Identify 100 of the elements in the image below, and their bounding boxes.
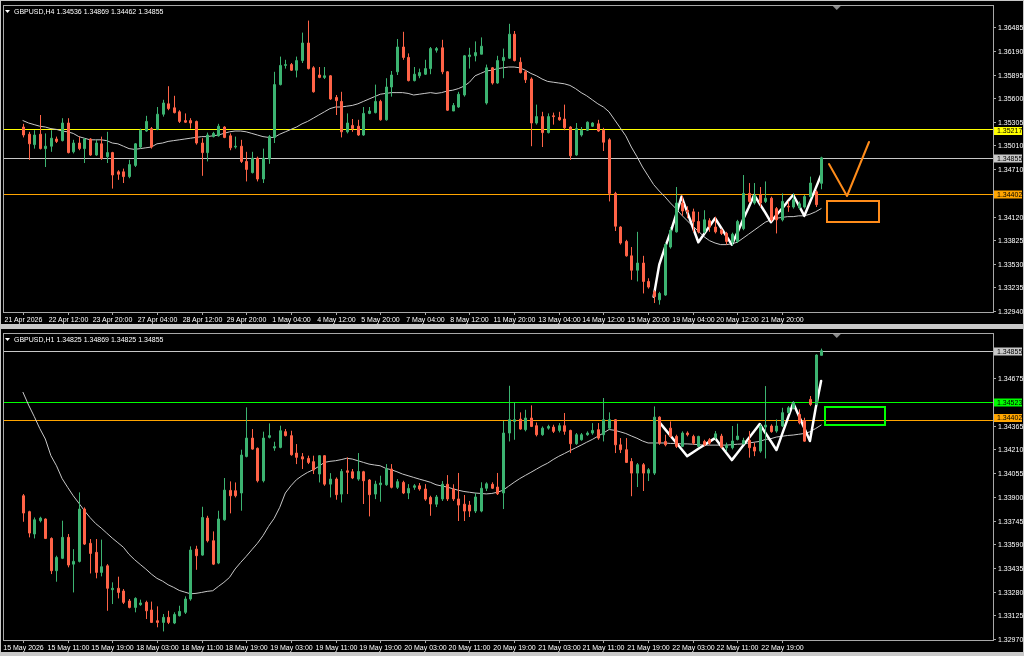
- candlestick: [502, 48, 505, 79]
- candlestick: [803, 194, 806, 210]
- candlestick: [323, 66, 326, 80]
- candlestick: [385, 77, 388, 122]
- candlestick: [245, 151, 248, 182]
- candlestick: [217, 510, 220, 565]
- candlestick: [452, 483, 455, 502]
- candlestick: [736, 423, 739, 441]
- candlestick: [351, 118, 354, 133]
- candlestick: [184, 112, 187, 124]
- candlestick: [139, 599, 142, 607]
- candlestick: [312, 455, 315, 475]
- candlestick: [731, 232, 734, 246]
- candlestick: [39, 516, 42, 523]
- candlestick: [524, 69, 527, 84]
- candlestick: [787, 405, 790, 415]
- candlestick: [575, 122, 578, 157]
- candlestick: [150, 126, 153, 150]
- candlestick: [647, 277, 650, 290]
- candlestick: [513, 30, 516, 62]
- candlestick: [368, 478, 371, 517]
- candlestick: [474, 492, 477, 514]
- candlestick: [39, 114, 42, 150]
- candlestick: [61, 520, 64, 560]
- candlestick: [441, 39, 444, 75]
- candlestick: [708, 217, 711, 233]
- candlestick: [106, 131, 109, 164]
- candlestick: [318, 66, 321, 79]
- candlestick: [95, 538, 98, 579]
- candlestick: [268, 422, 271, 439]
- candlestick: [122, 168, 125, 184]
- candlestick: [630, 457, 633, 497]
- candlestick: [33, 129, 36, 150]
- candlestick: [117, 576, 120, 599]
- candlestick: [357, 119, 360, 137]
- candlestick: [636, 462, 639, 488]
- candlestick: [563, 104, 566, 131]
- candlestick: [368, 106, 371, 115]
- candlestick: [284, 428, 287, 437]
- candlestick: [78, 136, 81, 151]
- candlestick: [457, 91, 460, 109]
- candlestick: [530, 76, 533, 147]
- candlestick: [664, 242, 667, 297]
- candlestick: [307, 455, 310, 465]
- candlestick: [703, 439, 706, 447]
- candlestick: [586, 430, 589, 437]
- candlestick: [686, 205, 689, 219]
- candlestick: [217, 123, 220, 138]
- candlestick: [597, 422, 600, 441]
- candlestick: [664, 434, 667, 447]
- candlestick: [223, 125, 226, 139]
- candlestick: [675, 186, 678, 234]
- candlestick: [122, 588, 125, 605]
- candlestick: [658, 415, 661, 446]
- candlestick: [558, 422, 561, 433]
- candlestick: [642, 255, 645, 294]
- candlestick: [681, 430, 684, 448]
- candlestick: [167, 610, 170, 625]
- candlestick: [541, 111, 544, 148]
- line-series: [652, 173, 823, 298]
- candlestick: [329, 472, 332, 498]
- candlestick: [212, 530, 215, 566]
- candlestick: [720, 228, 723, 236]
- candlestick: [630, 246, 633, 281]
- candlestick: [234, 481, 237, 498]
- candlestick: [502, 420, 505, 510]
- candlestick: [692, 434, 695, 446]
- candlestick: [418, 68, 421, 79]
- candlestick: [815, 189, 818, 208]
- candlestick: [508, 23, 511, 60]
- candlestick: [323, 454, 326, 487]
- candlestick: [513, 401, 516, 441]
- candlestick: [44, 517, 47, 540]
- candlestick: [708, 437, 711, 446]
- candlestick: [597, 119, 600, 133]
- candlestick: [256, 446, 259, 483]
- candlestick: [792, 192, 795, 210]
- candlestick: [89, 137, 92, 157]
- candlestick: [418, 482, 421, 492]
- candlestick: [178, 605, 181, 617]
- candlestick: [764, 180, 767, 204]
- candlestick: [446, 70, 449, 112]
- candlestick: [508, 385, 511, 442]
- candlestick: [647, 467, 650, 482]
- candlestick: [279, 56, 282, 86]
- candlestick: [111, 151, 114, 190]
- candlestick: [402, 480, 405, 495]
- candlestick: [335, 94, 338, 116]
- candlestick: [178, 109, 181, 124]
- candlestick: [591, 422, 594, 436]
- candlestick: [268, 134, 271, 165]
- candlestick: [44, 132, 47, 168]
- candlestick: [602, 127, 605, 152]
- line-series: [22, 391, 822, 595]
- candlestick: [362, 106, 365, 137]
- candlestick: [295, 443, 298, 465]
- candlestick: [407, 52, 410, 82]
- candlestick: [262, 431, 265, 483]
- candlestick: [162, 613, 165, 632]
- candlestick: [28, 510, 31, 538]
